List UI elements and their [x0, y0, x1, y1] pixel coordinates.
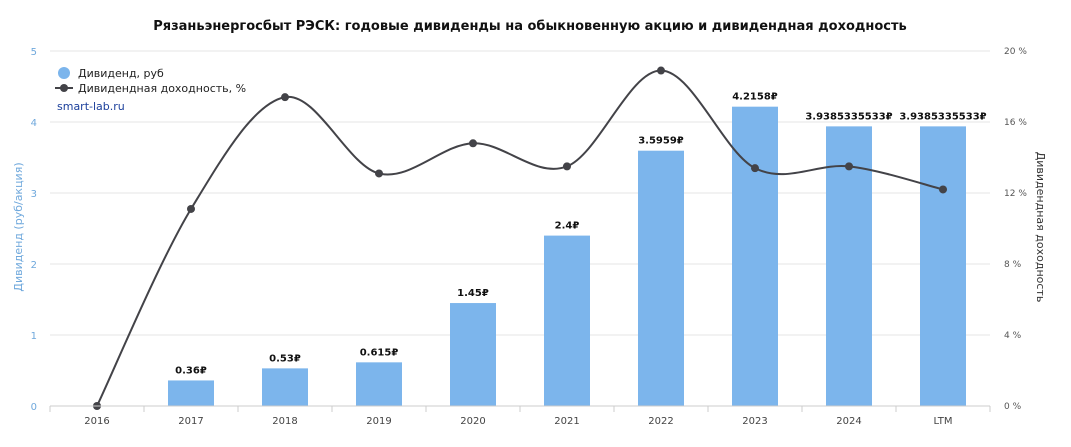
bar — [262, 368, 308, 406]
bar — [168, 380, 214, 406]
y-right-tick-label: 20 % — [1004, 47, 1027, 57]
y-left-tick-label: 0 — [31, 402, 37, 413]
yield-point — [751, 164, 759, 173]
yield-point — [657, 66, 665, 75]
bar-series — [168, 106, 966, 407]
y-right-tick-label: 16 % — [1004, 118, 1027, 128]
bar-data-label: 0.53₽ — [269, 353, 301, 364]
yield-line — [96, 69, 944, 407]
y-right-tick-label: 12 % — [1004, 189, 1027, 199]
y-left-tick-label: 2 — [31, 260, 37, 271]
legend-line-marker-dot — [60, 84, 68, 92]
bar-data-label: 1.45₽ — [457, 288, 489, 299]
line-series — [93, 66, 947, 410]
y-axis-right: 0 % 4 % 8 % 12 % 16 % 20 % — [1004, 47, 1027, 412]
legend-bar-marker — [58, 67, 70, 79]
yield-point — [563, 162, 571, 171]
x-tick-label: 2024 — [836, 416, 861, 427]
y-axis-left: 0 1 2 3 4 5 — [31, 47, 37, 413]
bar — [826, 126, 872, 406]
bar — [356, 362, 402, 406]
y-left-tick-label: 1 — [31, 331, 37, 342]
y-left-tick-label: 4 — [31, 118, 37, 129]
x-tick-label: 2020 — [460, 416, 485, 427]
yield-point — [939, 185, 947, 194]
chart-title: Рязаньэнергосбыт РЭСК: годовые дивиденды… — [153, 19, 907, 34]
y-right-tick-label: 0 % — [1004, 402, 1022, 412]
x-tick-label: 2023 — [742, 416, 767, 427]
y-axis-left-label: Дивиденд (руб/акция) — [12, 162, 25, 291]
x-tick-label: 2022 — [648, 416, 673, 427]
legend: Дивиденд, руб Дивидендная доходность, % — [55, 67, 246, 95]
y-right-tick-label: 4 % — [1004, 331, 1022, 341]
bar — [732, 106, 778, 407]
bar-data-label: 0.615₽ — [360, 347, 399, 358]
watermark: smart-lab.ru — [57, 100, 125, 113]
bar — [920, 126, 966, 406]
bar-data-label: 3.5959₽ — [638, 136, 684, 147]
yield-point — [187, 204, 195, 213]
y-axis-right-label: Дивидендная доходность — [1034, 152, 1047, 303]
legend-bar-label: Дивиденд, руб — [78, 67, 164, 80]
bar — [450, 303, 496, 406]
bar-data-labels: 0.36₽ 0.53₽ 0.615₽ 1.45₽ 2.4₽ 3.5959₽ 4.2158₽ 3… — [175, 92, 987, 377]
y-left-tick-label: 3 — [31, 189, 37, 200]
bar-data-label: 2.4₽ — [555, 221, 580, 232]
yield-point — [375, 169, 383, 178]
yield-point — [281, 93, 289, 102]
legend-line-label: Дивидендная доходность, % — [78, 82, 246, 95]
bar — [544, 235, 590, 406]
x-tick-label: LTM — [934, 416, 953, 427]
y-left-tick-label: 5 — [31, 47, 37, 58]
bar — [638, 150, 684, 406]
x-tick-label: 2017 — [178, 416, 203, 427]
x-tick-label: 2019 — [366, 416, 391, 427]
x-tick-label: 2018 — [272, 416, 297, 427]
x-tick-label: 2021 — [554, 416, 579, 427]
x-tick-label: 2016 — [84, 416, 109, 427]
x-axis: 2016 2017 2018 2019 2020 2021 2022 2023 2024 LTM — [49, 405, 991, 427]
bar-data-label: 3.9385335533₽ — [805, 111, 892, 122]
yield-point — [845, 162, 853, 171]
bar-data-label: 0.36₽ — [175, 365, 207, 376]
bar-data-label: 3.9385335533₽ — [899, 111, 986, 122]
yield-point — [469, 139, 477, 148]
y-right-tick-label: 8 % — [1004, 260, 1022, 270]
bar-data-label: 4.2158₽ — [732, 92, 778, 103]
